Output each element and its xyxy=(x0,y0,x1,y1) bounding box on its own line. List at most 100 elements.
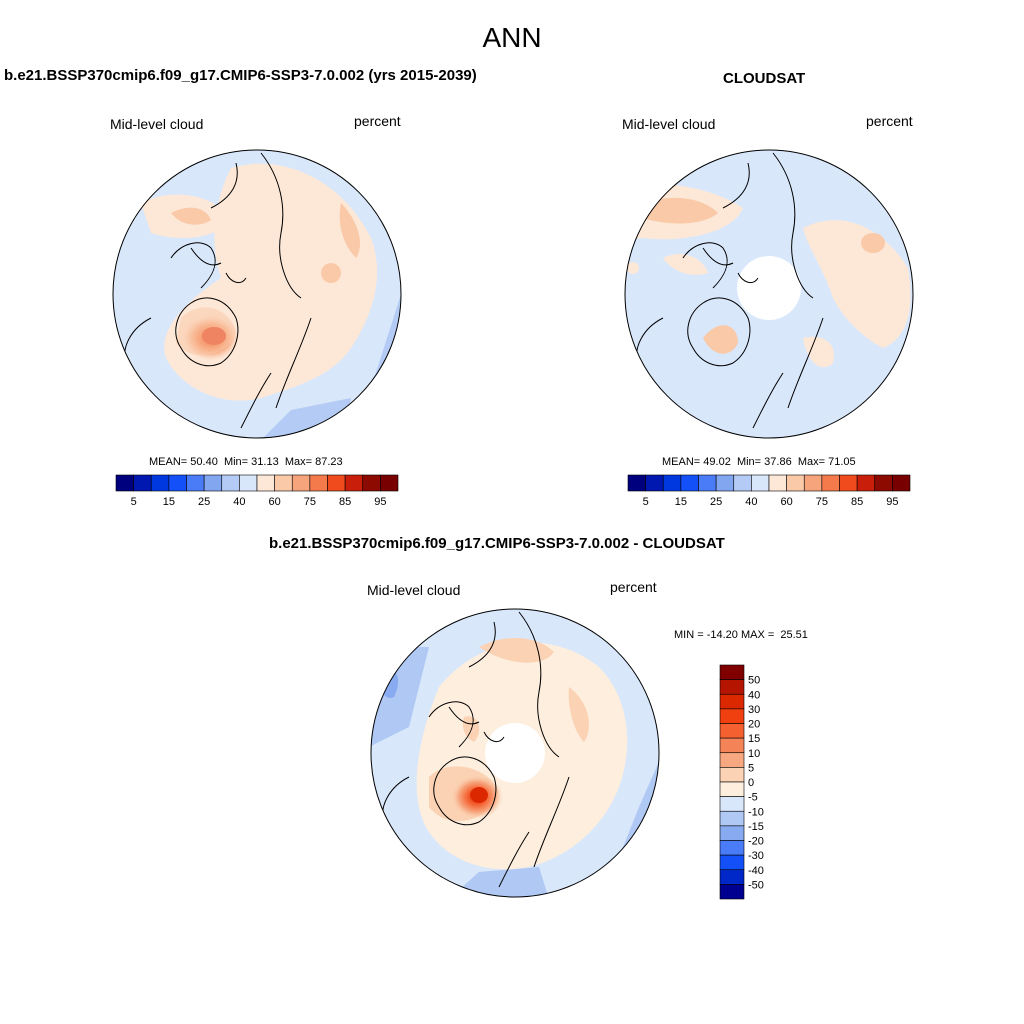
left-colorbar: 5 15 25 40 60 75 85 95 xyxy=(115,474,399,508)
right-colorbar-box xyxy=(715,474,735,492)
left-units-label: percent xyxy=(354,113,401,129)
left-colorbar-tick-label: 85 xyxy=(339,496,351,508)
right-colorbar-box xyxy=(627,474,646,492)
diff-colorbar-box xyxy=(719,854,745,871)
right-colorbar-box xyxy=(892,474,911,492)
diff-colorbar-tick-label: -10 xyxy=(748,806,764,818)
diff-colorbar-box xyxy=(719,679,745,695)
left-colorbar-box xyxy=(168,474,187,492)
diff-colorbar-tick-label: 20 xyxy=(748,719,760,731)
left-colorbar-tick-label: 60 xyxy=(269,496,281,508)
diff-colorbar-box xyxy=(719,840,745,856)
left-colorbar-box xyxy=(274,474,293,492)
left-colorbar-box xyxy=(186,474,205,492)
left-colorbar-box xyxy=(291,474,311,492)
right-map xyxy=(624,149,914,439)
diff-colorbar-tick-label: -40 xyxy=(748,865,764,877)
right-panel-title: CLOUDSAT xyxy=(723,70,806,87)
left-colorbar-box xyxy=(344,474,364,492)
diff-variable-label: Mid-level cloud xyxy=(367,582,461,598)
left-colorbar-tick-label: 15 xyxy=(163,496,175,508)
left-colorbar-box xyxy=(239,474,258,492)
right-colorbar-box xyxy=(856,474,876,492)
right-colorbar-box xyxy=(751,474,770,492)
left-colorbar-box xyxy=(380,474,399,492)
right-colorbar-box xyxy=(680,474,699,492)
left-mean-value: 50.40 xyxy=(190,456,218,468)
right-max-value: 71.05 xyxy=(828,456,856,468)
left-max-value: 87.23 xyxy=(315,456,343,468)
right-colorbar-tick-label: 75 xyxy=(816,496,828,508)
right-colorbar-tick-label: 85 xyxy=(851,496,863,508)
diff-colorbar-box xyxy=(719,664,745,680)
right-colorbar-box xyxy=(733,474,752,492)
right-units-label: percent xyxy=(866,113,913,129)
left-colorbar-tick-label: 5 xyxy=(131,496,137,508)
diff-colorbar-box xyxy=(719,825,745,841)
right-colorbar-box xyxy=(768,474,787,492)
left-colorbar-box xyxy=(133,474,152,492)
right-variable-label: Mid-level cloud xyxy=(622,116,716,132)
right-mean-label: MEAN= xyxy=(662,456,701,468)
left-colorbar-tick-label: 95 xyxy=(374,496,386,508)
diff-colorbar-tick-label: 40 xyxy=(748,689,760,701)
diff-panel-title: b.e21.BSSP370cmip6.f09_g17.CMIP6-SSP3-7.… xyxy=(269,535,725,552)
diff-colorbar-tick-label: 5 xyxy=(748,762,754,774)
diff-colorbar-box xyxy=(719,723,745,739)
diff-colorbar-box xyxy=(719,708,745,724)
left-colorbar-box xyxy=(327,474,346,492)
left-min-label: Min= xyxy=(223,456,249,468)
left-colorbar-tick-label: 75 xyxy=(304,496,316,508)
diff-colorbar-box xyxy=(719,693,745,710)
diff-colorbar-box xyxy=(719,796,745,812)
left-min-value: 31.13 xyxy=(251,456,279,468)
left-map xyxy=(112,149,402,439)
diff-colorbar-tick-label: 30 xyxy=(748,704,760,716)
diff-colorbar-box xyxy=(719,884,745,900)
right-max-label: Max= xyxy=(797,456,826,468)
right-mean-value: 49.02 xyxy=(703,456,731,468)
diff-colorbar-tick-label: 0 xyxy=(748,777,754,789)
left-panel-title: b.e21.BSSP370cmip6.f09_g17.CMIP6-SSP3-7.… xyxy=(4,67,477,84)
diff-map xyxy=(370,608,660,898)
diff-colorbar-box xyxy=(719,869,745,885)
diff-colorbar-box xyxy=(719,781,745,797)
right-colorbar-tick-label: 40 xyxy=(745,496,757,508)
left-colorbar-box xyxy=(115,474,134,492)
diff-colorbar-box xyxy=(719,767,745,783)
right-colorbar-box xyxy=(698,474,717,492)
right-min-label: Min= xyxy=(736,456,762,468)
left-colorbar-box xyxy=(203,474,223,492)
left-mean-label: MEAN= xyxy=(149,456,188,468)
diff-colorbar-tick-label: 50 xyxy=(748,675,760,687)
left-colorbar-tick-label: 25 xyxy=(198,496,210,508)
left-max-label: Max= xyxy=(284,456,313,468)
right-colorbar-box xyxy=(786,474,805,492)
right-stats: MEAN= 49.02 Min= 37.86 Max= 71.05 xyxy=(662,456,856,468)
left-colorbar-tick-label: 40 xyxy=(233,496,245,508)
diff-colorbar-tick-label: -50 xyxy=(748,879,764,891)
diff-colorbar-tick-label: 10 xyxy=(748,748,760,760)
right-colorbar-tick-label: 60 xyxy=(781,496,793,508)
diff-colorbar-box xyxy=(719,752,745,768)
left-variable-label: Mid-level cloud xyxy=(110,116,204,132)
right-colorbar-box xyxy=(662,474,682,492)
left-colorbar-box xyxy=(256,474,275,492)
right-colorbar-box xyxy=(821,474,840,492)
right-colorbar-box xyxy=(874,474,893,492)
right-colorbar-tick-label: 25 xyxy=(710,496,722,508)
right-colorbar-box xyxy=(839,474,858,492)
diff-colorbar-tick-label: -30 xyxy=(748,850,764,862)
diff-colorbar-tick-label: -15 xyxy=(748,821,764,833)
right-colorbar-box xyxy=(803,474,823,492)
diff-units-label: percent xyxy=(610,579,657,595)
left-stats: MEAN= 50.40 Min= 31.13 Max= 87.23 xyxy=(149,456,343,468)
diff-colorbar-box xyxy=(719,810,745,827)
left-colorbar-box xyxy=(150,474,170,492)
diff-minmax: MIN = -14.20 MAX = 25.51 xyxy=(674,629,808,641)
right-colorbar-box xyxy=(645,474,664,492)
right-min-value: 37.86 xyxy=(764,456,792,468)
right-colorbar-tick-label: 5 xyxy=(643,496,649,508)
diff-colorbar-tick-label: -20 xyxy=(748,836,764,848)
